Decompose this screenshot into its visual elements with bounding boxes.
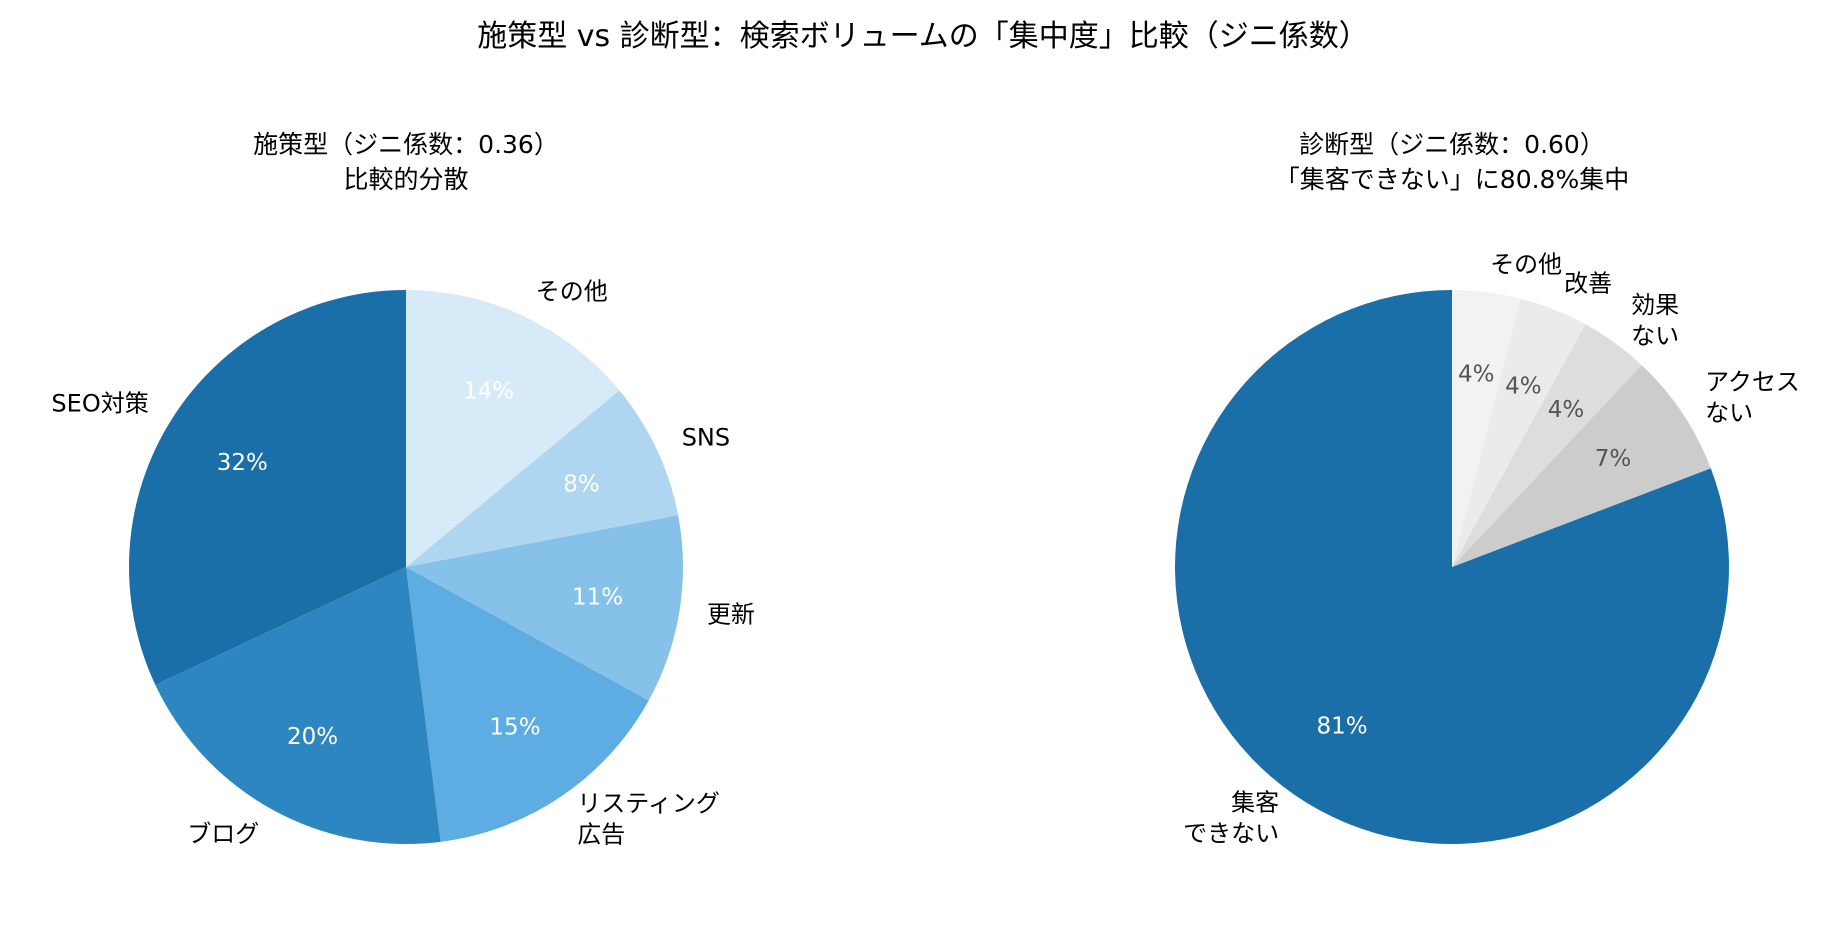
pct-label: 4%: [1505, 374, 1542, 400]
pie-title-line-2: 比較的分散: [343, 165, 468, 194]
category-label: 更新: [707, 601, 755, 629]
category-label: SEO対策: [51, 390, 148, 418]
category-label: その他: [1490, 251, 1562, 279]
pie-chart-shindan: 診断型（ジニ係数：0.60） 「集客できない」に80.8%集中 81% 集客できな…: [1174, 130, 1800, 847]
category-label: アクセスない: [1705, 368, 1800, 427]
category-label: SNS: [682, 423, 730, 451]
pie-slice: [1452, 324, 1642, 567]
pct-label: 14%: [463, 379, 514, 405]
pie-slice: [1452, 290, 1521, 567]
pct-label: 7%: [1595, 446, 1632, 472]
pct-label: 32%: [217, 450, 268, 476]
pct-label: 8%: [563, 471, 600, 497]
pct-label: 4%: [1458, 362, 1495, 388]
pct-label: 20%: [287, 724, 338, 750]
category-label: ブログ: [187, 820, 259, 848]
pie-slice: [1452, 298, 1586, 567]
pie-title-line-1: 診断型（ジニ係数：0.60）: [1299, 130, 1605, 159]
pct-label: 81%: [1316, 714, 1367, 740]
category-label: リスティング広告: [577, 790, 720, 849]
pie-slice: [155, 567, 441, 845]
category-label: 効果ない: [1631, 291, 1679, 350]
pie-slice: [406, 567, 649, 842]
pie-slice: [406, 290, 620, 567]
pie-title-line-2: 「集客できない」に80.8%集中: [1275, 165, 1629, 194]
pie-slice: [406, 390, 679, 567]
pct-label: 4%: [1548, 397, 1585, 423]
category-label: その他: [536, 277, 608, 305]
pct-label: 11%: [572, 584, 623, 610]
pie-chart-shisaku: 施策型（ジニ係数：0.36） 比較的分散 32% SEO対策 20% ブログ 15% リス…: [51, 130, 755, 849]
pie-slice: [128, 290, 406, 685]
pie-slice: [406, 515, 683, 701]
pie-slice: [1452, 365, 1711, 567]
category-label: 改善: [1564, 270, 1612, 298]
figure-title: 施策型 vs 診断型：検索ボリュームの「集中度」比較（ジニ係数）: [477, 19, 1369, 54]
pie-title-line-1: 施策型（ジニ係数：0.36）: [253, 130, 559, 159]
pct-label: 15%: [489, 714, 540, 740]
category-label: 集客できない: [1183, 788, 1279, 847]
